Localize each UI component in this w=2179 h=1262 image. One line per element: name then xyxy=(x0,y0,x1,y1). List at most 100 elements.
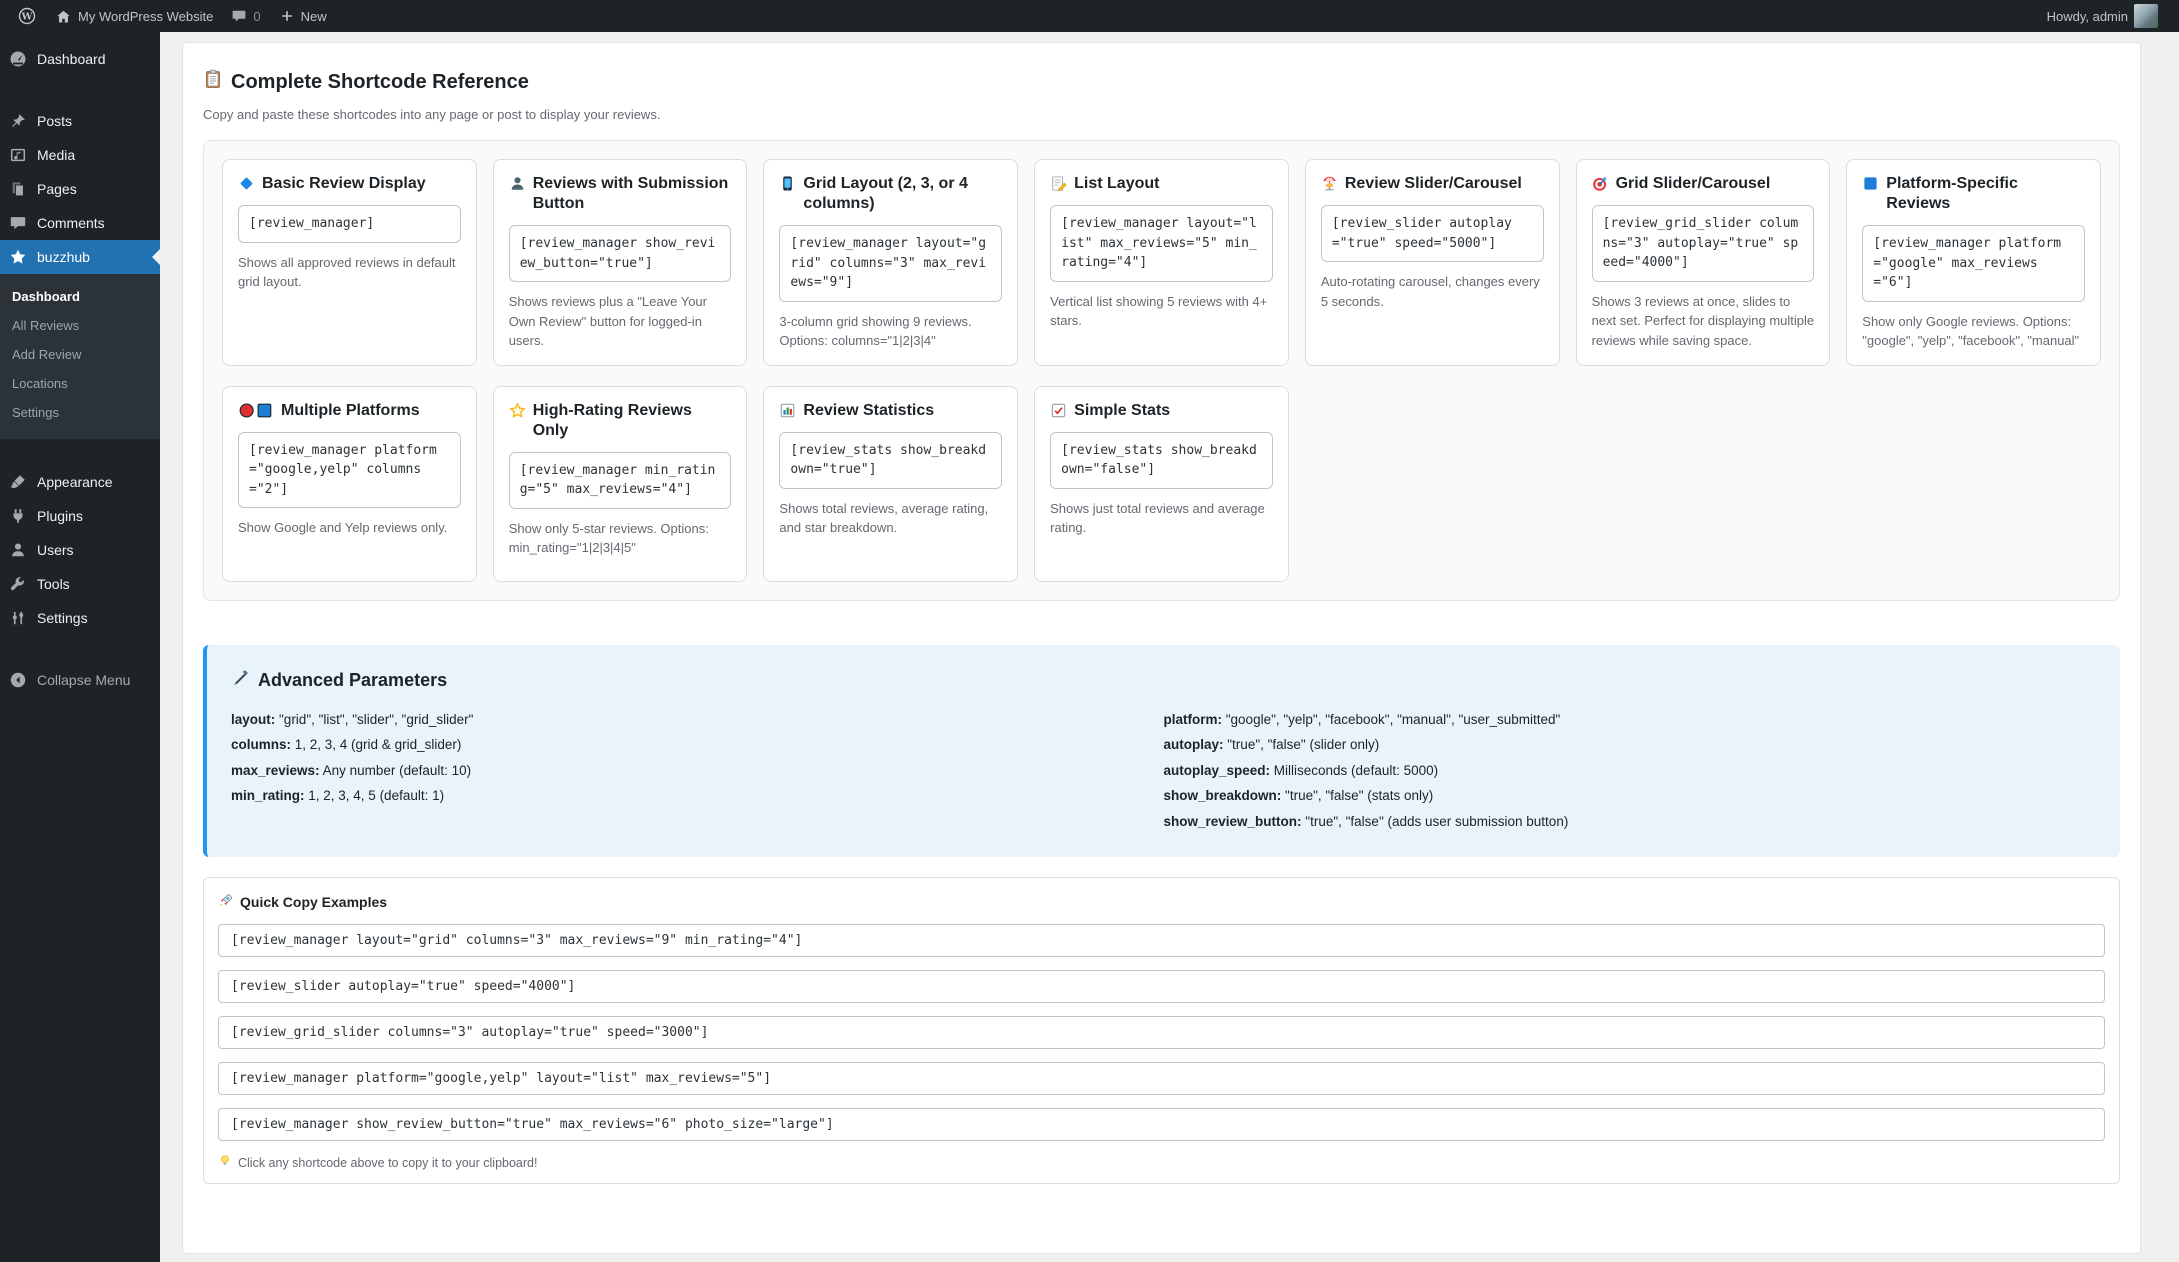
posts-pin-icon xyxy=(8,111,28,131)
shortcode-code[interactable]: [review_manager layout="grid" columns="3… xyxy=(779,225,1003,302)
parameter-platform: platform: "google", "yelp", "facebook", … xyxy=(1163,711,1561,727)
parameter-autoplay: autoplay: "true", "false" (slider only) xyxy=(1163,737,1380,753)
quick-copy-shortcode[interactable]: [review_manager platform="google,yelp" l… xyxy=(218,1062,2105,1096)
appearance-brush-icon xyxy=(8,472,28,492)
checkbox-check-icon xyxy=(1050,402,1067,419)
comments-bubble[interactable]: 0 xyxy=(222,0,269,32)
parameter-columns: columns: 1, 2, 3, 4 (grid & grid_slider) xyxy=(231,737,462,753)
tools-wrench-icon xyxy=(8,574,28,594)
quick-copy-shortcode[interactable]: [review_grid_slider columns="3" autoplay… xyxy=(218,1016,2105,1050)
shortcode-card-simple-stats: Simple Stats [review_stats show_breakdown… xyxy=(1034,385,1289,582)
submenu-item-add-review[interactable]: Add Review xyxy=(12,347,82,362)
wordpress-logo-icon: W xyxy=(17,6,37,26)
shortcode-card-basic-review-display: Basic Review Display [review_manager] Show… xyxy=(222,159,477,366)
quick-copy-section: Quick Copy Examples [review_manager layo… xyxy=(203,877,2120,1185)
sidebar-item-plugins[interactable]: Plugins xyxy=(0,499,160,533)
site-name-link[interactable]: My WordPress Website xyxy=(46,0,222,32)
avatar xyxy=(2134,4,2158,28)
admin-sidebar: Dashboard Posts Media Pages Comments buzzhub D… xyxy=(0,32,160,1262)
sidebar-item-appearance[interactable]: Appearance xyxy=(0,465,160,499)
card-title-text: Review Statistics xyxy=(803,401,935,419)
card-title-text: List Layout xyxy=(1074,175,1160,192)
sidebar-item-buzzhub[interactable]: buzzhub xyxy=(0,240,160,274)
collapse-arrow-icon xyxy=(8,670,28,690)
sidebar-item-pages[interactable]: Pages xyxy=(0,172,160,206)
shortcode-cards-section: Basic Review Display [review_manager] Show… xyxy=(203,140,2120,601)
quick-copy-shortcode[interactable]: [review_manager show_review_button="true… xyxy=(218,1108,2105,1142)
rocket-icon xyxy=(218,893,233,911)
sidebar-item-users[interactable]: Users xyxy=(0,533,160,567)
card-description: Shows reviews plus a "Leave Your Own Rev… xyxy=(508,294,707,348)
card-title-text: Grid Layout (2, 3, or 4 columns) xyxy=(803,175,968,212)
sidebar-item-media[interactable]: Media xyxy=(0,138,160,172)
quick-copy-shortcode[interactable]: [review_manager layout="grid" columns="3… xyxy=(218,924,2105,958)
card-title-text: High-Rating Reviews Only xyxy=(532,401,692,439)
new-content-button[interactable]: New xyxy=(270,0,336,32)
card-title: Grid Slider/Carousel xyxy=(1592,174,1815,194)
dashboard-icon xyxy=(8,49,28,69)
sidebar-item-comments[interactable]: Comments xyxy=(0,206,160,240)
memo-icon xyxy=(1050,175,1067,192)
buzzhub-submenu: Dashboard All Reviews Add Review Locations S… xyxy=(0,274,160,439)
lightbulb-icon xyxy=(218,1154,232,1171)
sidebar-item-posts[interactable]: Posts xyxy=(0,104,160,138)
card-title: Grid Layout (2, 3, or 4 columns) xyxy=(779,174,1002,214)
shortcode-code[interactable]: [review_stats show_breakdown="false"] xyxy=(1050,431,1273,489)
sidebar-item-dashboard[interactable]: Dashboard xyxy=(0,42,160,76)
sidebar-item-label: Pages xyxy=(37,181,77,197)
shortcode-code[interactable]: [review_manager platform="google,yelp" c… xyxy=(238,431,461,508)
shortcode-code[interactable]: [review_manager] xyxy=(238,205,461,243)
card-title: High-Rating Reviews Only xyxy=(509,401,732,441)
shortcode-card-review-statistics: Review Statistics [review_stats show_brea… xyxy=(763,385,1019,582)
shortcode-code[interactable]: [review_manager platform="google" max_re… xyxy=(1862,225,2085,302)
wordpress-logo-button[interactable]: W xyxy=(8,0,46,32)
shortcode-code[interactable]: [review_manager layout="list" max_review… xyxy=(1050,205,1273,282)
card-description: Shows all approved reviews in default gr… xyxy=(238,254,456,290)
submenu-item-all-reviews[interactable]: All Reviews xyxy=(12,318,80,333)
users-icon xyxy=(8,540,28,560)
comments-icon xyxy=(8,213,28,233)
site-name: My WordPress Website xyxy=(78,8,214,24)
account-menu[interactable]: Howdy, admin xyxy=(2038,0,2167,32)
card-description: Show only 5-star reviews. Options: min_r… xyxy=(508,520,709,556)
card-description: Shows just total reviews and average rat… xyxy=(1050,500,1265,536)
content-area: Complete Shortcode Reference Copy and pa… xyxy=(160,32,2179,1262)
sidebar-item-label: Settings xyxy=(37,610,88,626)
shortcode-code[interactable]: [review_stats show_breakdown="true"] xyxy=(779,431,1003,489)
advanced-parameters-section: Advanced Parameters layout: "grid", "lis… xyxy=(203,644,2120,858)
parameter-max-reviews: max_reviews: Any number (default: 10) xyxy=(231,762,472,778)
card-description: 3-column grid showing 9 reviews. Options… xyxy=(779,313,972,349)
new-label: New xyxy=(300,8,327,24)
submenu-item-dashboard[interactable]: Dashboard xyxy=(12,289,80,304)
submenu-item-locations[interactable]: Locations xyxy=(12,376,68,391)
card-title: Simple Stats xyxy=(1050,401,1273,421)
page-subtitle: Copy and paste these shortcodes into any… xyxy=(203,107,661,122)
shortcode-code[interactable]: [review_manager min_rating="5" max_revie… xyxy=(508,451,732,509)
quick-copy-shortcode[interactable]: [review_slider autoplay="true" speed="40… xyxy=(218,970,2105,1004)
card-title: Multiple Platforms xyxy=(238,401,461,421)
card-title-text: Review Slider/Carousel xyxy=(1344,175,1522,192)
sidebar-item-settings[interactable]: Settings xyxy=(0,601,160,635)
shortcode-code[interactable]: [review_manager show_review_button="true… xyxy=(508,225,732,282)
shortcode-code[interactable]: [review_slider autoplay="true" speed="50… xyxy=(1320,205,1544,262)
svg-text:W: W xyxy=(21,12,33,23)
shortcode-code[interactable]: [review_grid_slider columns="3" autoplay… xyxy=(1591,205,1815,282)
plus-icon xyxy=(279,8,295,24)
shortcode-card-list-layout: List Layout [review_manager layout="list"… xyxy=(1034,159,1289,366)
sidebar-item-collapse-menu[interactable]: Collapse Menu xyxy=(0,663,160,697)
card-description: Shows total reviews, average rating, and… xyxy=(779,500,989,536)
sidebar-item-label: Media xyxy=(37,147,76,163)
clipboard-icon xyxy=(203,69,223,95)
card-title: Platform-Specific Reviews xyxy=(1862,174,2085,214)
sidebar-item-label: Dashboard xyxy=(37,51,106,67)
shortcode-card-grid-slider-carousel: Grid Slider/Carousel [review_grid_slider … xyxy=(1575,159,1831,366)
card-title: Basic Review Display xyxy=(238,174,461,194)
sidebar-item-label: Comments xyxy=(37,215,105,231)
card-description: Show only Google reviews. Options: "goog… xyxy=(1862,313,2080,349)
parameters-column-right: platform: "google", "yelp", "facebook", … xyxy=(1164,710,2097,838)
sidebar-item-tools[interactable]: Tools xyxy=(0,567,160,601)
card-title-text: Basic Review Display xyxy=(262,175,426,192)
submenu-item-settings[interactable]: Settings xyxy=(12,405,59,420)
comment-count: 0 xyxy=(253,8,261,24)
card-title-text: Grid Slider/Carousel xyxy=(1615,175,1771,192)
